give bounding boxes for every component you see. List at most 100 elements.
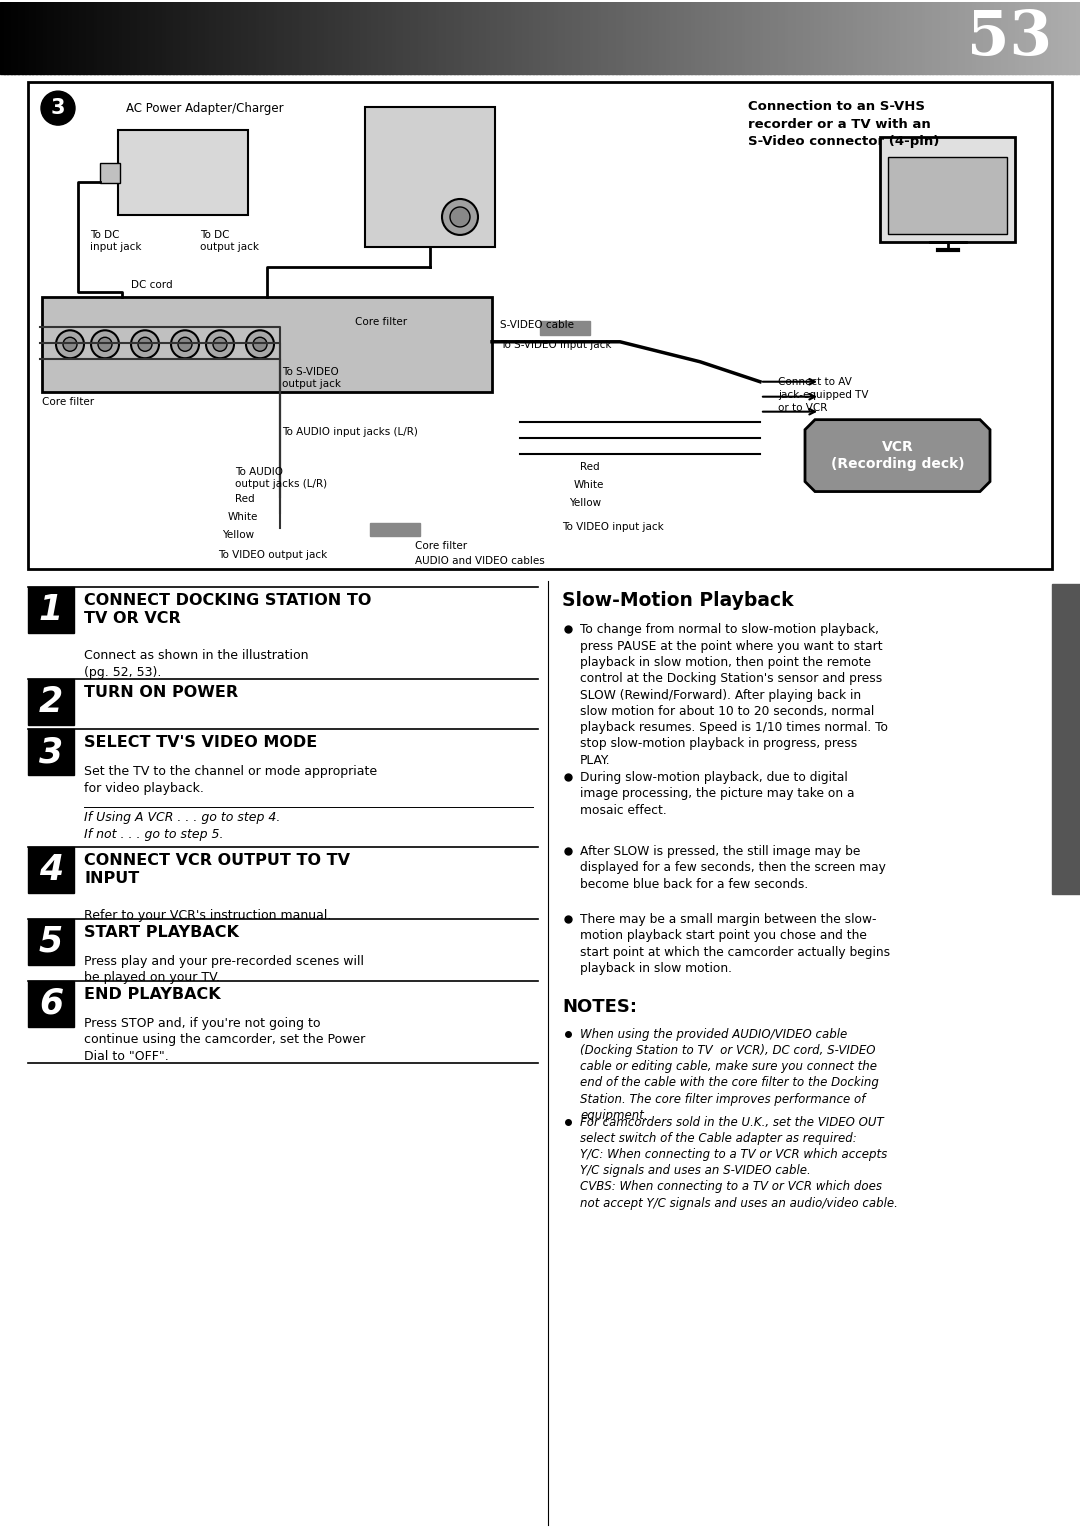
Bar (759, 2, 765, 74)
Text: White: White (228, 512, 258, 521)
Bar (684, 2, 689, 74)
Bar (65, 2, 69, 74)
Bar (79, 2, 84, 74)
Bar (3, 2, 9, 74)
Bar (926, 2, 930, 74)
Text: Connection to an S-VHS
recorder or a TV with an
S-Video connector (4-pin): Connection to an S-VHS recorder or a TV … (748, 100, 940, 149)
Bar (36, 2, 41, 74)
Bar (299, 2, 303, 74)
Bar (670, 2, 674, 74)
Bar (284, 2, 289, 74)
Text: 6: 6 (39, 987, 63, 1021)
Bar (227, 2, 231, 74)
Bar (28, 587, 75, 633)
Bar (580, 2, 584, 74)
Bar (119, 2, 123, 74)
Circle shape (206, 330, 234, 359)
Bar (907, 2, 912, 74)
Bar (151, 2, 156, 74)
Bar (288, 2, 293, 74)
Text: VCR
(Recording deck): VCR (Recording deck) (831, 440, 964, 471)
Bar (256, 2, 260, 74)
Bar (28, 730, 75, 776)
Bar (846, 2, 851, 74)
Bar (586, 2, 592, 74)
Bar (216, 2, 220, 74)
Bar (537, 2, 541, 74)
Bar (365, 107, 495, 247)
Bar (403, 2, 408, 74)
Bar (828, 2, 833, 74)
Bar (1029, 2, 1035, 74)
Bar (472, 2, 476, 74)
Bar (1037, 2, 1041, 74)
Bar (569, 2, 573, 74)
Bar (410, 2, 415, 74)
Bar (720, 2, 725, 74)
Bar (880, 136, 1015, 242)
Bar (429, 2, 433, 74)
Bar (705, 2, 711, 74)
Bar (767, 2, 771, 74)
Text: Set the TV to the channel or mode appropriate
for video playback.: Set the TV to the channel or mode approp… (84, 765, 377, 794)
Bar (292, 2, 296, 74)
Bar (940, 2, 944, 74)
Bar (543, 2, 549, 74)
Text: START PLAYBACK: START PLAYBACK (84, 924, 239, 940)
Bar (356, 2, 361, 74)
Bar (46, 2, 52, 74)
Bar (1052, 584, 1080, 894)
Bar (1051, 2, 1056, 74)
Circle shape (442, 199, 478, 235)
Text: Press STOP and, if you're not going to
continue using the camcorder, set the Pow: Press STOP and, if you're not going to c… (84, 1016, 365, 1062)
Bar (105, 2, 109, 74)
Bar (980, 2, 984, 74)
Bar (1008, 2, 1013, 74)
Bar (659, 2, 663, 74)
Bar (947, 2, 951, 74)
Bar (548, 2, 552, 74)
Bar (367, 2, 372, 74)
Text: Connect as shown in the illustration
(pg. 52, 53).: Connect as shown in the illustration (pg… (84, 650, 309, 679)
Bar (278, 2, 282, 74)
Bar (14, 2, 19, 74)
Bar (1018, 2, 1024, 74)
Bar (234, 2, 239, 74)
Bar (353, 2, 357, 74)
Text: 3: 3 (39, 736, 63, 770)
Text: CONNECT DOCKING STATION TO
TV OR VCR: CONNECT DOCKING STATION TO TV OR VCR (84, 593, 372, 627)
Bar (597, 2, 603, 74)
Text: There may be a small margin between the slow-
motion playback start point you ch: There may be a small margin between the … (580, 914, 890, 975)
Bar (867, 2, 873, 74)
Bar (943, 2, 948, 74)
Bar (1055, 2, 1059, 74)
Text: During slow-motion playback, due to digital
image processing, the picture may ta: During slow-motion playback, due to digi… (580, 771, 854, 817)
Bar (370, 523, 420, 537)
Bar (252, 2, 257, 74)
Bar (964, 2, 970, 74)
Bar (529, 2, 534, 74)
Bar (792, 2, 797, 74)
Bar (273, 2, 279, 74)
Bar (864, 2, 868, 74)
Bar (335, 2, 339, 74)
Bar (605, 2, 609, 74)
Bar (918, 2, 922, 74)
Bar (602, 2, 606, 74)
Bar (872, 2, 876, 74)
Bar (1044, 2, 1049, 74)
Circle shape (63, 337, 77, 351)
Text: 4: 4 (39, 852, 63, 888)
Bar (861, 2, 865, 74)
Bar (958, 2, 962, 74)
Bar (591, 2, 595, 74)
Bar (407, 2, 411, 74)
Bar (583, 2, 588, 74)
Bar (896, 2, 901, 74)
Bar (386, 2, 390, 74)
Bar (306, 2, 311, 74)
Bar (1062, 2, 1067, 74)
Bar (259, 2, 264, 74)
Bar (133, 2, 138, 74)
Text: Core filter: Core filter (355, 317, 407, 327)
